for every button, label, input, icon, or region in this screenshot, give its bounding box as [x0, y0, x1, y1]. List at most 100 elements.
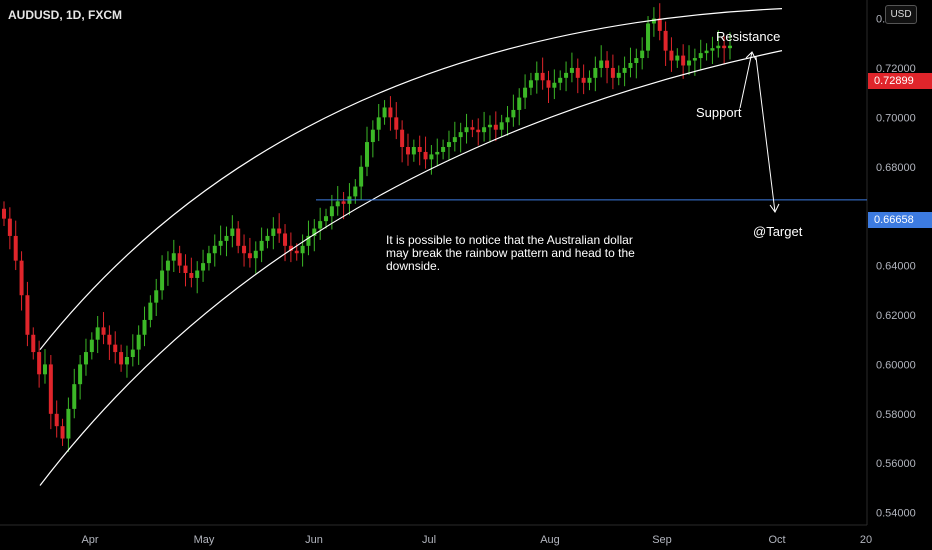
- support-line: [39, 50, 783, 486]
- candle-body: [376, 117, 381, 130]
- candle-body: [646, 23, 651, 51]
- candle-body: [324, 216, 329, 222]
- candle-body: [212, 245, 217, 254]
- arrow-up-line: [739, 51, 753, 109]
- candle-body: [687, 60, 692, 66]
- time-tick-label: Jul: [422, 534, 436, 546]
- candle-body: [569, 67, 574, 73]
- target-label: @Target: [753, 224, 803, 239]
- candle-body: [511, 109, 516, 118]
- candle-body: [72, 384, 77, 409]
- candle-body: [218, 240, 223, 246]
- candle-body: [534, 72, 539, 81]
- candle-body: [25, 295, 30, 335]
- chart-title: AUDUSD, 1D, FXCM: [8, 8, 123, 22]
- candle-body: [546, 80, 551, 88]
- candle-body: [370, 129, 375, 143]
- candle-body: [206, 253, 211, 264]
- candle-body: [423, 151, 428, 160]
- candle-body: [628, 63, 633, 68]
- candle-body: [113, 344, 118, 353]
- candle-body: [78, 364, 83, 385]
- time-tick-label: Apr: [81, 534, 98, 546]
- candle-body: [487, 124, 492, 128]
- candle-body: [675, 55, 680, 61]
- candle-body: [669, 50, 674, 61]
- candle-body: [201, 263, 206, 271]
- candle-body: [528, 80, 533, 88]
- candle-body: [312, 228, 317, 236]
- candle-body: [610, 67, 615, 78]
- time-axis[interactable]: Apr May Jun Jul Aug Sep Oct 20: [81, 534, 872, 546]
- drawings-layer: [39, 8, 867, 486]
- candle-body: [540, 72, 545, 81]
- candle-body: [341, 201, 346, 204]
- candle-body: [505, 117, 510, 123]
- candle-body: [482, 127, 487, 133]
- candle-body: [119, 352, 124, 365]
- candle-body: [230, 228, 235, 236]
- candle-body: [101, 327, 106, 335]
- candle-body: [335, 201, 340, 207]
- candle-body: [277, 228, 282, 234]
- candle-body: [19, 260, 24, 296]
- candle-body: [552, 82, 557, 88]
- candle-body: [411, 147, 416, 155]
- time-tick-label: Aug: [540, 534, 560, 546]
- candle-body: [581, 77, 586, 83]
- price-tick-label: 0.54000: [876, 508, 916, 520]
- candle-body: [634, 58, 639, 63]
- candle-body: [142, 319, 147, 335]
- time-tick-label: Jun: [305, 534, 323, 546]
- arrow-down-head: [769, 203, 780, 213]
- currency-button[interactable]: USD: [885, 5, 917, 24]
- candle-body: [329, 206, 334, 217]
- candle-body: [183, 265, 188, 273]
- arrow-down-line: [755, 56, 776, 213]
- price-tick-label: 0.64000: [876, 261, 916, 273]
- candle-body: [160, 270, 165, 291]
- candle-body: [499, 122, 504, 130]
- candle-body: [154, 290, 159, 303]
- candle-body: [599, 60, 604, 68]
- candle-body: [722, 45, 727, 49]
- candle-body: [306, 235, 311, 246]
- candle-body: [716, 45, 721, 49]
- candle-body: [441, 147, 446, 152]
- candle-body: [698, 53, 703, 59]
- candle-body: [517, 97, 522, 110]
- candle-body: [294, 250, 299, 254]
- time-tick-label: Sep: [652, 534, 672, 546]
- candle-body: [681, 55, 686, 66]
- candle-body: [558, 77, 563, 83]
- time-tick-label: Oct: [768, 534, 785, 546]
- candle-body: [458, 132, 463, 138]
- candle-body: [54, 413, 59, 427]
- candle-body: [31, 334, 36, 353]
- time-tick-label: 20: [860, 534, 872, 546]
- candle-body: [95, 327, 100, 340]
- candle-body: [7, 218, 12, 236]
- candle-body: [359, 166, 364, 187]
- price-axis[interactable]: 0.740000.720000.700000.680000.660000.640…: [876, 14, 916, 520]
- arrow-up-head: [745, 51, 757, 61]
- resistance-line: [39, 8, 783, 350]
- candle-body: [452, 137, 457, 143]
- candle-body: [89, 339, 94, 353]
- candle-body: [13, 235, 18, 261]
- candle-body: [663, 30, 668, 51]
- candle-body: [83, 352, 88, 365]
- candle-body: [42, 364, 47, 375]
- candle-body: [318, 221, 323, 229]
- candle-body: [60, 426, 65, 439]
- target-price-tag: 0.66658: [868, 212, 932, 228]
- candle-body: [130, 349, 135, 357]
- candle-body: [247, 253, 252, 259]
- candle-body: [107, 334, 112, 345]
- candle-body: [622, 67, 627, 73]
- candle-body: [394, 117, 399, 130]
- analysis-note: It is possible to notice that the Austra…: [386, 233, 635, 273]
- candle-body: [692, 58, 697, 61]
- candle-body: [476, 129, 481, 133]
